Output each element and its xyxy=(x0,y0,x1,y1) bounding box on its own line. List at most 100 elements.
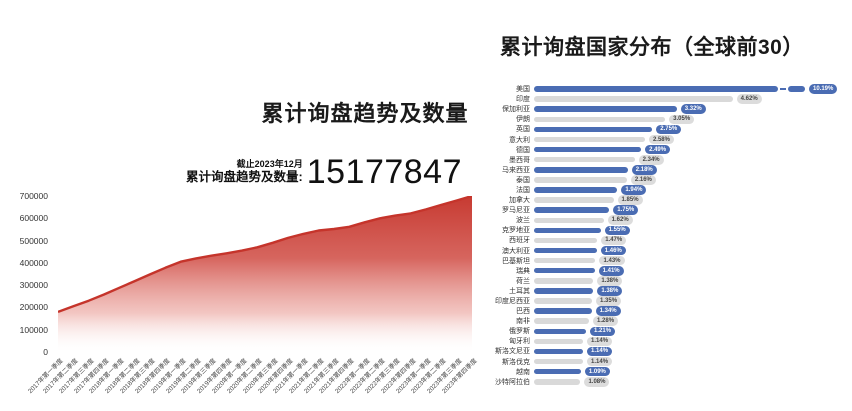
country-label: 克罗地亚 xyxy=(502,227,530,235)
bar-row: 南非 1.28% xyxy=(470,316,850,326)
value-badge: 1.94% xyxy=(621,185,647,195)
bar xyxy=(534,247,597,254)
y-tick-label: 100000 xyxy=(19,324,48,335)
country-label: 斯洛伐克 xyxy=(502,358,530,366)
value-badge: 2.58% xyxy=(648,134,674,145)
value-badge: 1.35% xyxy=(596,296,622,306)
x-tick-label: 2020年第四季度 xyxy=(256,357,295,396)
bar-row: 越南 1.09% xyxy=(470,366,850,377)
x-tick-label: 2023年第一季度 xyxy=(394,357,433,396)
bar-row: 瑞典 1.41% xyxy=(470,265,850,276)
bar-row: 波兰 1.62% xyxy=(470,215,850,226)
bar-row: 印度尼西亚 1.35% xyxy=(470,296,850,306)
bar xyxy=(534,338,584,345)
total-stats: 截止2023年12月 累计询盘趋势及数量: 15177847 xyxy=(186,153,462,191)
country-label: 加拿大 xyxy=(509,197,530,205)
value-badge: 1.14% xyxy=(587,336,613,347)
bar xyxy=(534,207,610,213)
value-badge: 1.21% xyxy=(590,326,616,337)
x-tick-label: 2017年第一季度 xyxy=(26,357,65,396)
country-label: 荷兰 xyxy=(516,277,530,285)
trend-line xyxy=(57,194,473,314)
x-tick-label: 2018年第一季度 xyxy=(88,357,126,396)
x-tick-label: 2021年第三季度 xyxy=(302,357,341,396)
country-label: 泰国 xyxy=(516,176,530,184)
country-label: 印度 xyxy=(516,96,530,104)
value-badge: 1.14% xyxy=(587,346,613,357)
value-badge: 1.55% xyxy=(604,225,630,236)
bar xyxy=(534,177,627,183)
total-value: 15177847 xyxy=(306,153,462,191)
value-badge: 1.28% xyxy=(593,316,619,326)
bar xyxy=(534,136,645,143)
value-badge: 1.38% xyxy=(597,286,623,296)
bar xyxy=(534,379,581,385)
value-badge: 1.38% xyxy=(597,276,623,286)
bar xyxy=(534,106,677,112)
bar-row: 斯洛伐克 1.14% xyxy=(470,356,850,367)
value-badge: 2.49% xyxy=(645,144,671,155)
country-bar-chart: 美国 10.19% 印度 4.62% 保加利亚 3.32% 伊朗 3.05% 英国 2.75% 意大… xyxy=(470,84,850,387)
country-label: 南非 xyxy=(516,318,530,326)
bar xyxy=(534,156,635,163)
value-badge: 2.75% xyxy=(656,124,682,135)
trend-chart-title: 累计询盘趋势及数量 xyxy=(261,101,469,126)
x-tick-label: 2020年第一季度 xyxy=(210,357,249,396)
bar xyxy=(534,328,587,335)
bar-row: 泰国 2.16% xyxy=(470,175,850,185)
bar xyxy=(534,237,598,244)
bar-row: 法国 1.94% xyxy=(470,185,850,195)
bar-row: 沙特阿拉伯 1.08% xyxy=(470,376,850,387)
value-badge: 10.19% xyxy=(809,84,838,94)
x-tick-label: 2018年第四季度 xyxy=(134,357,172,396)
y-tick-label: 300000 xyxy=(19,280,48,291)
bar xyxy=(534,288,594,294)
value-badge: 2.16% xyxy=(630,175,656,185)
x-tick-label: 2019年第二季度 xyxy=(164,357,203,396)
x-tick-label: 2019年第三季度 xyxy=(180,357,218,396)
value-badge: 1.34% xyxy=(595,306,621,316)
bar xyxy=(534,217,604,224)
bar xyxy=(534,96,733,102)
bar-row: 德国 2.49% xyxy=(470,144,850,155)
bar xyxy=(534,86,778,92)
bar-row: 巴基斯坦 1.43% xyxy=(470,255,850,266)
bar-row: 罗马尼亚 1.75% xyxy=(470,205,850,215)
total-label: 累计询盘趋势及数量: xyxy=(186,170,303,185)
value-badge: 1.08% xyxy=(584,376,610,387)
x-tick-label: 2019年第四季度 xyxy=(195,357,234,396)
bar-row: 斯洛文尼亚 1.14% xyxy=(470,346,850,357)
country-label: 巴基斯坦 xyxy=(502,257,530,265)
trend-y-axis: 700000 600000 500000 400000 300000 200000 1000… xyxy=(0,191,48,357)
x-tick-label: 2018年第二季度 xyxy=(103,357,142,396)
bar-segment xyxy=(788,86,805,92)
bar-row: 印度 4.62% xyxy=(470,94,850,104)
x-tick-label: 2021年第一季度 xyxy=(272,357,310,396)
total-stats-labels: 截止2023年12月 累计询盘趋势及数量: xyxy=(186,159,303,186)
value-badge: 1.85% xyxy=(617,195,643,205)
country-label: 巴西 xyxy=(516,308,530,316)
country-label: 马来西亚 xyxy=(502,166,530,174)
value-badge: 1.75% xyxy=(613,205,639,215)
bar xyxy=(534,197,614,203)
bar xyxy=(534,116,666,123)
x-tick-label: 2021年第二季度 xyxy=(287,357,326,396)
x-tick-label: 2017年第二季度 xyxy=(42,357,80,396)
country-label: 土耳其 xyxy=(509,287,530,295)
x-tick-label: 2020年第三季度 xyxy=(241,357,280,396)
x-tick-label: 2022年第四季度 xyxy=(379,357,418,396)
x-tick-label: 2022年第三季度 xyxy=(364,357,402,396)
bar xyxy=(534,257,596,264)
bar xyxy=(534,167,628,173)
bar-row: 巴西 1.34% xyxy=(470,306,850,316)
bar xyxy=(534,146,642,153)
value-badge: 2.34% xyxy=(638,154,664,165)
bar xyxy=(534,358,584,365)
country-label: 法国 xyxy=(516,186,530,194)
y-tick-label: 200000 xyxy=(19,302,48,313)
x-tick-label: 2018年第三季度 xyxy=(118,357,157,396)
country-label: 斯洛文尼亚 xyxy=(495,348,530,356)
bar-row: 荷兰 1.38% xyxy=(470,276,850,286)
country-label: 罗马尼亚 xyxy=(502,207,530,215)
y-tick-label: 0 xyxy=(43,347,48,357)
